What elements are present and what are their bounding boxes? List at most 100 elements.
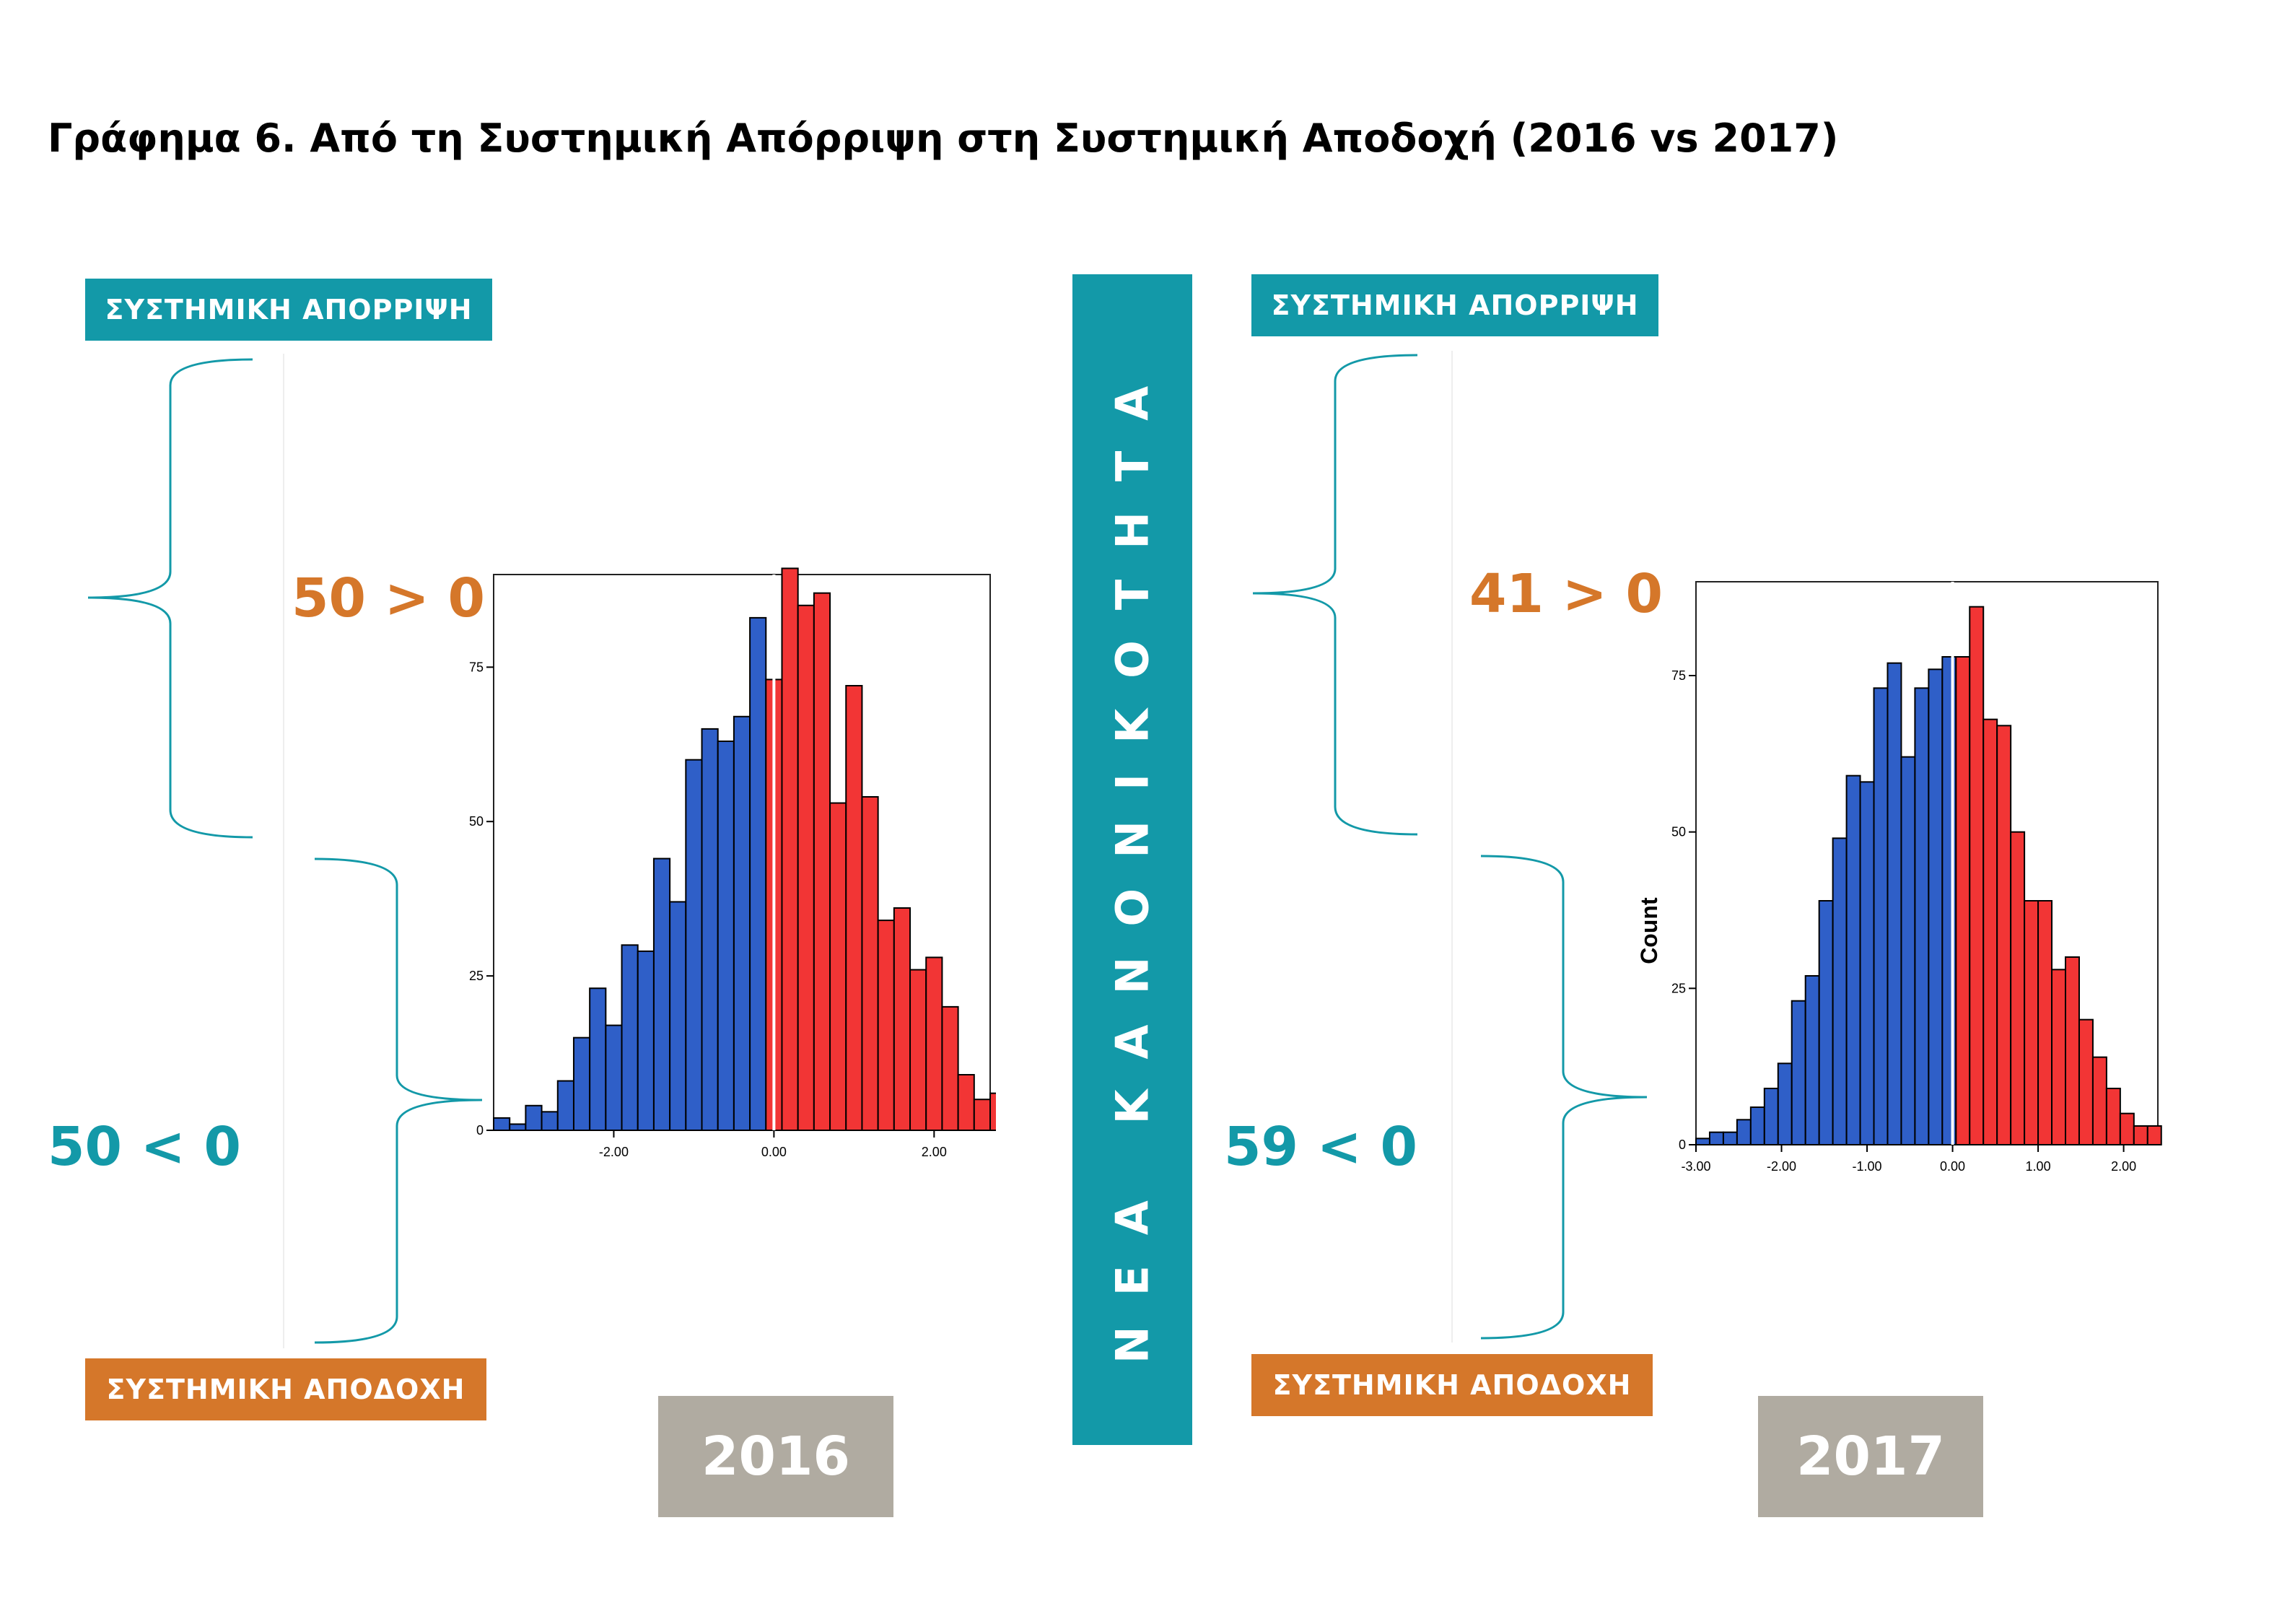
rejection-brace-2016 — [87, 358, 253, 839]
histogram-bar — [781, 567, 799, 1131]
x-tick-label: -1.00 — [1853, 1159, 1882, 1174]
histogram-bar — [2010, 831, 2026, 1145]
histogram-bar — [2078, 1018, 2094, 1146]
histogram-bar — [1969, 606, 1985, 1145]
x-tick-label: 2.00 — [922, 1145, 947, 1159]
positive-stat-2016: 50 > 0 — [292, 567, 485, 629]
x-tick-label: -2.00 — [599, 1145, 629, 1159]
histogram-bar — [1722, 1131, 1738, 1146]
histogram-bar — [1914, 687, 1930, 1146]
histogram-bar — [893, 907, 911, 1131]
histogram-bar — [733, 715, 751, 1131]
histogram-bar — [1695, 1138, 1710, 1145]
y-tick-label: 50 — [1671, 825, 1686, 839]
histogram-bar — [797, 604, 815, 1132]
histogram-bar — [493, 1117, 511, 1132]
histogram-bar — [957, 1074, 975, 1131]
histogram-bar — [1832, 837, 1848, 1145]
histogram-bar — [717, 741, 735, 1131]
y-tick-label: 75 — [1671, 668, 1686, 683]
histogram-bar — [1859, 781, 1875, 1145]
histogram-bar — [2037, 900, 2053, 1145]
center-band: ΝΕΑ ΚΑΝΟΝΙΚΟΤΗΤΑ — [1072, 274, 1192, 1445]
histogram-bar — [1804, 975, 1820, 1145]
histogram-bar — [749, 616, 767, 1131]
y-tick-label: 75 — [469, 660, 484, 674]
histogram-bar — [2051, 969, 2067, 1145]
positive-stat-2017: 41 > 0 — [1469, 563, 1663, 625]
histogram-bar — [2133, 1125, 2148, 1145]
histogram-bar — [2024, 900, 2040, 1145]
histogram-bar — [1982, 718, 1998, 1145]
negative-stat-2016: 50 < 0 — [48, 1116, 241, 1178]
histogram-bar — [1708, 1131, 1724, 1146]
histogram-bar — [973, 1099, 992, 1132]
histogram-bar — [1887, 662, 1902, 1145]
histogram-bar — [605, 1024, 623, 1131]
y-tick-label: 50 — [469, 814, 484, 829]
histogram-bar — [1749, 1106, 1765, 1145]
y-axis-label: Count — [1636, 897, 1662, 964]
histogram-bar — [1873, 687, 1889, 1146]
histogram-bar — [1777, 1062, 1793, 1145]
histogram-bar — [989, 1092, 996, 1132]
histogram-bar — [1845, 774, 1861, 1145]
histogram-bar — [829, 802, 847, 1131]
x-tick-label: 1.00 — [2026, 1159, 2051, 1174]
histogram-bar — [845, 685, 863, 1131]
y-tick-label: 0 — [1679, 1138, 1686, 1152]
histogram-bar — [2146, 1125, 2162, 1145]
histogram-bar — [941, 1005, 959, 1132]
histogram-bar — [1996, 725, 2012, 1146]
histogram-bar — [1955, 656, 1971, 1145]
histogram-2017: 0 25 50 75 -3.00 -2.00 -1.00 0.00 1.00 2.00 Count — [1636, 581, 2162, 1174]
histogram-bar — [541, 1111, 559, 1131]
rejection-label-2016: ΣΥΣΤΗΜΙΚΗ ΑΠΟΡΡΙΨΗ — [85, 279, 492, 341]
x-tick-label: -3.00 — [1681, 1159, 1710, 1174]
histogram-bar — [572, 1036, 591, 1132]
histogram-bar — [925, 956, 943, 1132]
histogram-bar — [1900, 756, 1916, 1145]
rejection-label-2017: ΣΥΣΤΗΜΙΚΗ ΑΠΟΡΡΙΨΗ — [1251, 274, 1658, 336]
x-tick-label: 0.00 — [761, 1145, 787, 1159]
histogram-bar — [509, 1123, 527, 1132]
histogram-bar — [2119, 1112, 2135, 1146]
histogram-bar — [1928, 668, 1944, 1146]
histogram-bar — [1763, 1088, 1779, 1145]
y-tick-label: 0 — [476, 1123, 484, 1138]
histogram-bar — [861, 796, 879, 1131]
histogram-bar — [1818, 900, 1834, 1145]
x-tick-label: 0.00 — [1940, 1159, 1965, 1174]
acceptance-brace-2017 — [1480, 855, 1648, 1340]
rejection-brace-2017 — [1252, 354, 1418, 836]
year-box-2017: 2017 — [1758, 1396, 1983, 1517]
histogram-bar — [2065, 956, 2080, 1145]
histogram-bar — [877, 920, 895, 1131]
histogram-bar — [637, 950, 655, 1132]
histogram-bar — [701, 728, 719, 1131]
histogram-bar — [813, 592, 831, 1131]
histogram-2016: 0 25 50 75 -2.00 0.00 2.00 — [469, 567, 996, 1159]
histogram-bar — [2091, 1056, 2107, 1146]
histogram-bar — [589, 987, 607, 1131]
histogram-bar — [1736, 1119, 1752, 1145]
histogram-bar — [669, 901, 687, 1131]
acceptance-label-2016: ΣΥΣΤΗΜΙΚΗ ΑΠΟΔΟΧΗ — [85, 1358, 486, 1420]
acceptance-brace-2016 — [314, 857, 483, 1344]
page-title: Γράφημα 6. Από τη Συστημική Απόρριψη στη… — [48, 115, 1839, 161]
y-tick-label: 25 — [1671, 981, 1686, 995]
histogram-bar — [525, 1104, 543, 1131]
histogram-bar — [685, 759, 703, 1131]
y-tick-label: 25 — [469, 969, 484, 983]
histogram-bar — [556, 1080, 574, 1131]
histogram-bar — [652, 857, 671, 1131]
x-tick-label: -2.00 — [1767, 1159, 1796, 1174]
x-tick-label: 2.00 — [2111, 1159, 2136, 1174]
histogram-bar — [909, 969, 927, 1131]
histogram-bar — [621, 944, 639, 1131]
acceptance-label-2017: ΣΥΣΤΗΜΙΚΗ ΑΠΟΔΟΧΗ — [1251, 1354, 1653, 1416]
negative-stat-2017: 59 < 0 — [1224, 1116, 1417, 1178]
year-box-2016: 2016 — [658, 1396, 893, 1517]
histogram-bar — [2105, 1088, 2121, 1145]
